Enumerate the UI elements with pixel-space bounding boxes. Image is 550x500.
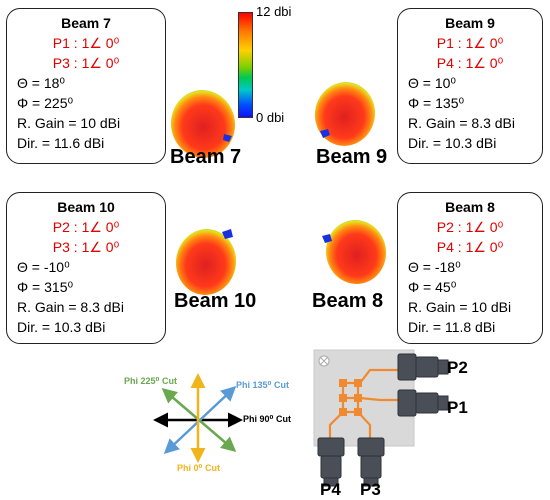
beam10-directivity: Dir. = 10.3 dBi [17,319,106,335]
beam7-port-b: P3 : 1∠ 0⁰ [52,55,120,71]
beam8-gain: R. Gain = 10 dBi [408,299,512,315]
beam9-port-a: P1 : 1∠ 0⁰ [436,35,504,51]
beam7-port-a: P1 : 1∠ 0⁰ [52,35,120,51]
port-p2-label: P2 [447,358,468,377]
pattern-beam10 [175,229,237,295]
beam8-theta: Θ = -18⁰ [408,259,461,275]
beam10-port-b: P3 : 1∠ 0⁰ [52,239,120,255]
beam9-info-box: Beam 9 P1 : 1∠ 0⁰ P4 : 1∠ 0⁰ Θ = 10⁰ Φ =… [397,8,543,164]
beam8-directivity: Dir. = 11.8 dBi [408,319,496,335]
beam9-port-b: P4 : 1∠ 0⁰ [436,55,504,71]
port-p4-label: P4 [320,480,341,499]
beam9-phi: Φ = 135⁰ [408,95,465,111]
pattern-beam7 [170,90,236,158]
pattern-beam8 [322,220,387,284]
beam7-directivity: Dir. = 11.6 dBi [17,135,105,151]
port-p3-label: P3 [360,480,381,499]
beam7-info-box: Beam 7 P1 : 1∠ 0⁰ P3 : 1∠ 0⁰ Θ = 18⁰ Φ =… [6,8,166,164]
beam9-theta: Θ = 10⁰ [408,75,457,91]
beam8-port-b: P4 : 1∠ 0⁰ [436,239,504,255]
beam7-gain: R. Gain = 10 dBi [17,115,121,131]
beam9-title: Beam 9 [445,15,495,31]
beam7-pattern-label: Beam 7 [170,146,242,168]
cut-phi0-label: Phi 0⁰ Cut [177,463,220,473]
beam9-gain: R. Gain = 8.3 dBi [408,115,516,131]
beam10-port-a: P2 : 1∠ 0⁰ [52,219,120,235]
beam8-info-box: Beam 8 P2 : 1∠ 0⁰ P4 : 1∠ 0⁰ Θ = -18⁰ Φ … [397,192,543,344]
beam10-title: Beam 10 [57,199,115,215]
beam8-port-a: P2 : 1∠ 0⁰ [436,219,504,235]
feed-network-board [313,349,449,487]
beam9-directivity: Dir. = 10.3 dBi [408,135,497,151]
port-p1-label: P1 [447,398,468,417]
beam7-title: Beam 7 [61,15,111,31]
cut-phi135-label: Phi 135⁰ Cut [236,380,289,390]
cut-phi90-label: Phi 90⁰ Cut [243,414,291,424]
pattern-beam9 [314,82,376,146]
beam9-pattern-label: Beam 9 [316,146,388,168]
beam10-phi: Φ = 315⁰ [17,279,74,295]
cut-diagram [153,373,243,463]
colorbar-max-label: 12 dbi [256,4,292,19]
cut-phi225-label: Phi 225⁰ Cut [124,376,177,386]
beam10-info-box: Beam 10 P2 : 1∠ 0⁰ P3 : 1∠ 0⁰ Θ = -10⁰ Φ… [6,192,166,344]
beam8-title: Beam 8 [445,199,495,215]
colorbar [238,12,253,118]
beam10-gain: R. Gain = 8.3 dBi [17,299,125,315]
beam10-pattern-label: Beam 10 [174,290,257,312]
beam8-phi: Φ = 45⁰ [408,279,457,295]
beam7-phi: Φ = 225⁰ [17,95,74,111]
beam7-theta: Θ = 18⁰ [17,75,66,91]
beam8-pattern-label: Beam 8 [312,290,384,312]
beam10-theta: Θ = -10⁰ [17,259,70,275]
colorbar-min-label: 0 dbi [256,110,285,125]
